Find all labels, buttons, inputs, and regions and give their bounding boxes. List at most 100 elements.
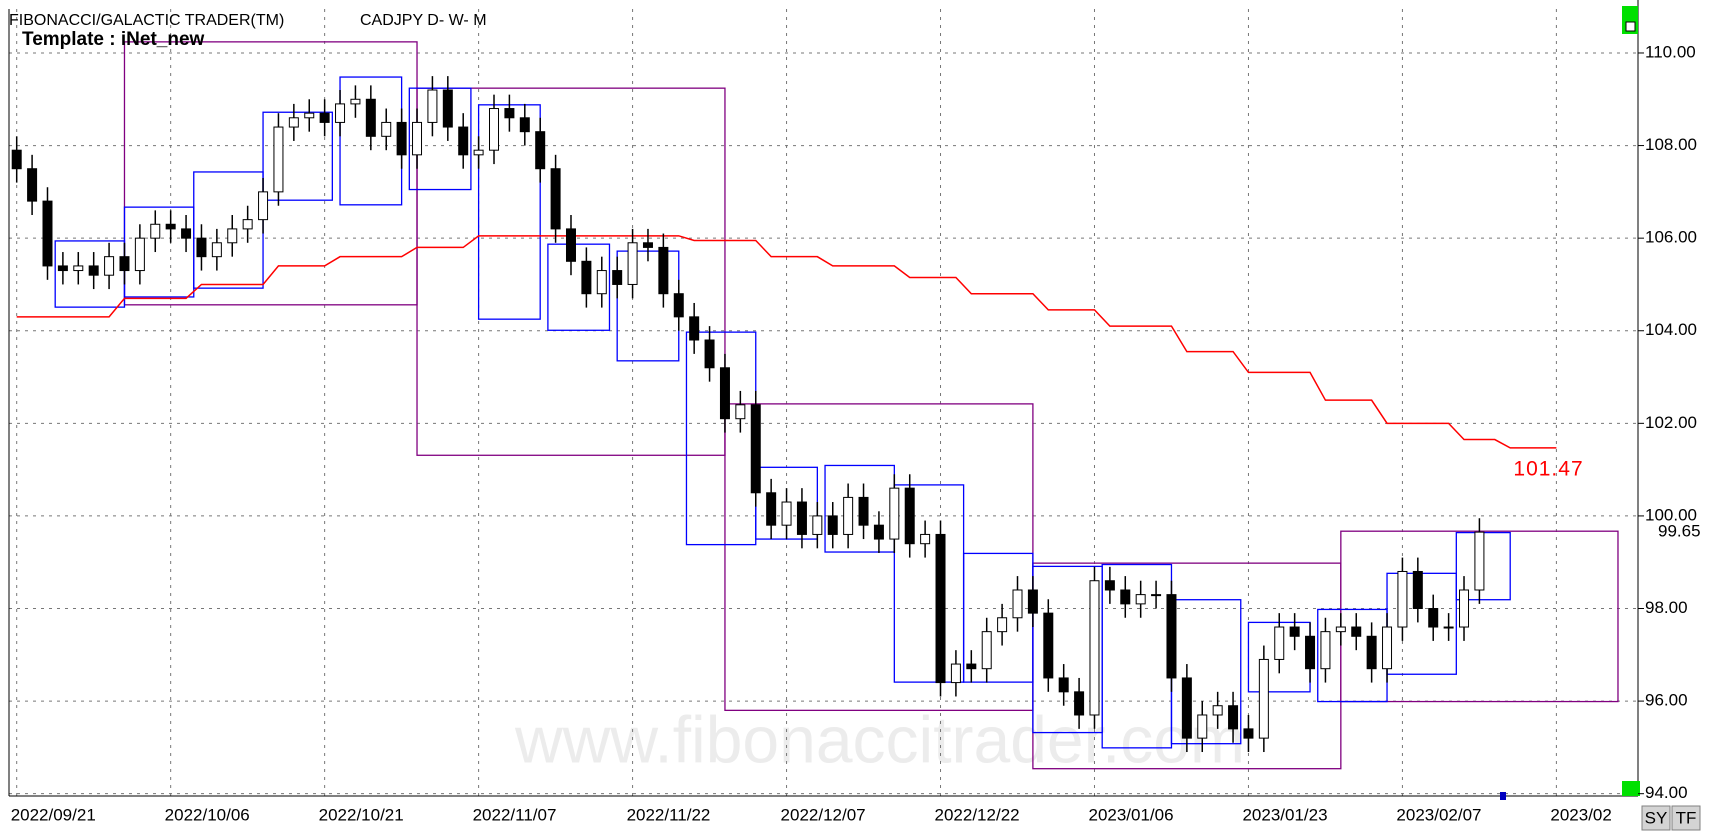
candle-body	[673, 293, 684, 318]
y-tick-label: 94.00	[1645, 783, 1688, 802]
candle-body	[1027, 589, 1038, 614]
candle-body	[997, 617, 1008, 633]
candle-body	[42, 200, 53, 267]
y-tick-label: 106.00	[1645, 228, 1697, 247]
candle-body	[11, 149, 22, 170]
x-tick-label: 2023/01/06	[1088, 805, 1173, 824]
candle-body	[1012, 589, 1023, 619]
candle-body	[165, 223, 176, 230]
candle-body	[519, 117, 530, 133]
candle-body	[350, 98, 361, 105]
candle-body	[704, 339, 715, 369]
candle-body	[381, 121, 392, 137]
candle-body	[904, 487, 915, 545]
candle-body	[950, 663, 961, 684]
candle-body	[827, 515, 838, 535]
candle-body	[196, 237, 207, 258]
candle-body	[1443, 626, 1454, 629]
candle-body	[1104, 580, 1115, 591]
candle-body	[550, 168, 561, 230]
moving-line	[16, 235, 1557, 449]
candle-body	[1351, 626, 1362, 637]
candle-body	[1212, 705, 1223, 716]
tf-label[interactable]: TF	[1676, 808, 1697, 827]
x-tick-label: 2022/11/22	[627, 805, 711, 824]
last-price: 99.65	[1658, 522, 1701, 541]
candle-body	[981, 631, 992, 670]
tf-button[interactable]	[1671, 805, 1701, 831]
candle-body	[104, 256, 115, 276]
range-box	[408, 87, 472, 191]
candle-body	[1382, 626, 1393, 670]
app-title: FIBONACCI/GALACTIC TRADER(TM)	[9, 12, 284, 29]
candle-body	[1366, 635, 1377, 670]
candle-body	[258, 191, 269, 221]
sy-label[interactable]: SY	[1645, 808, 1668, 827]
candle-body	[1289, 626, 1300, 637]
candle-body	[642, 242, 653, 248]
sy-button[interactable]	[1641, 805, 1671, 831]
candle-body	[735, 404, 746, 420]
candle-body	[242, 219, 253, 230]
candle-body	[627, 242, 638, 285]
candle-body	[920, 533, 931, 545]
candle-body	[1043, 612, 1054, 679]
candle-body	[1135, 594, 1146, 605]
candle-body	[396, 121, 407, 156]
candle-body	[504, 108, 515, 119]
watermark: www.fibonaccitrader.com	[514, 702, 1245, 776]
candle-body	[1428, 608, 1439, 628]
candle-body	[1120, 589, 1131, 605]
candle-body	[812, 515, 823, 535]
candle-body	[1166, 594, 1177, 679]
candle-body	[689, 316, 700, 341]
candle-body	[843, 496, 854, 535]
candle-body	[88, 265, 99, 276]
candle-body	[1397, 570, 1408, 628]
candle-body	[150, 223, 161, 239]
candle-body	[27, 168, 38, 202]
y-tick-label: 108.00	[1645, 135, 1697, 154]
range-box	[547, 243, 611, 331]
x-tick-label: 2023/02	[1550, 805, 1611, 824]
y-tick-label: 98.00	[1645, 598, 1688, 617]
candle-body	[473, 149, 484, 156]
candle-body	[581, 260, 592, 295]
candle-body	[766, 492, 777, 526]
candle-body	[1320, 631, 1331, 670]
candle-body	[796, 501, 807, 535]
y-tick-label: 104.00	[1645, 320, 1697, 339]
candle-body	[658, 246, 669, 295]
corner-icon	[1625, 21, 1636, 32]
x-tick-label: 2022/12/22	[935, 805, 1020, 824]
candle-body	[750, 404, 761, 494]
line-end-label: 101.47	[1513, 457, 1583, 480]
template: Template : iNet_new	[22, 29, 205, 50]
candle-body	[365, 98, 376, 137]
candle-body	[1228, 705, 1239, 730]
last-price-bg	[1640, 522, 1700, 543]
y-tick-label: 100.00	[1645, 505, 1697, 524]
candle-body	[227, 228, 238, 244]
x-tick-label: 2023/02/07	[1396, 805, 1481, 824]
candle-body	[119, 256, 130, 272]
range-box	[416, 87, 726, 456]
candle-body	[1335, 626, 1346, 633]
x-tick-label: 2022/10/06	[165, 805, 250, 824]
candle-body	[935, 533, 946, 684]
candle-body	[1197, 714, 1208, 739]
candle-body	[1412, 570, 1423, 610]
candle-body	[412, 121, 423, 156]
x-tick-label: 2023/01/23	[1242, 805, 1327, 824]
candle-body	[1058, 677, 1069, 693]
candle-body	[719, 367, 730, 420]
corner-marker	[1622, 781, 1640, 796]
symbol: CADJPY D- W- M	[360, 12, 487, 29]
candle-body	[1074, 691, 1085, 716]
candle-body	[1258, 658, 1269, 739]
x-tick-label: 2022/10/21	[319, 805, 404, 824]
candle-body	[1181, 677, 1192, 739]
